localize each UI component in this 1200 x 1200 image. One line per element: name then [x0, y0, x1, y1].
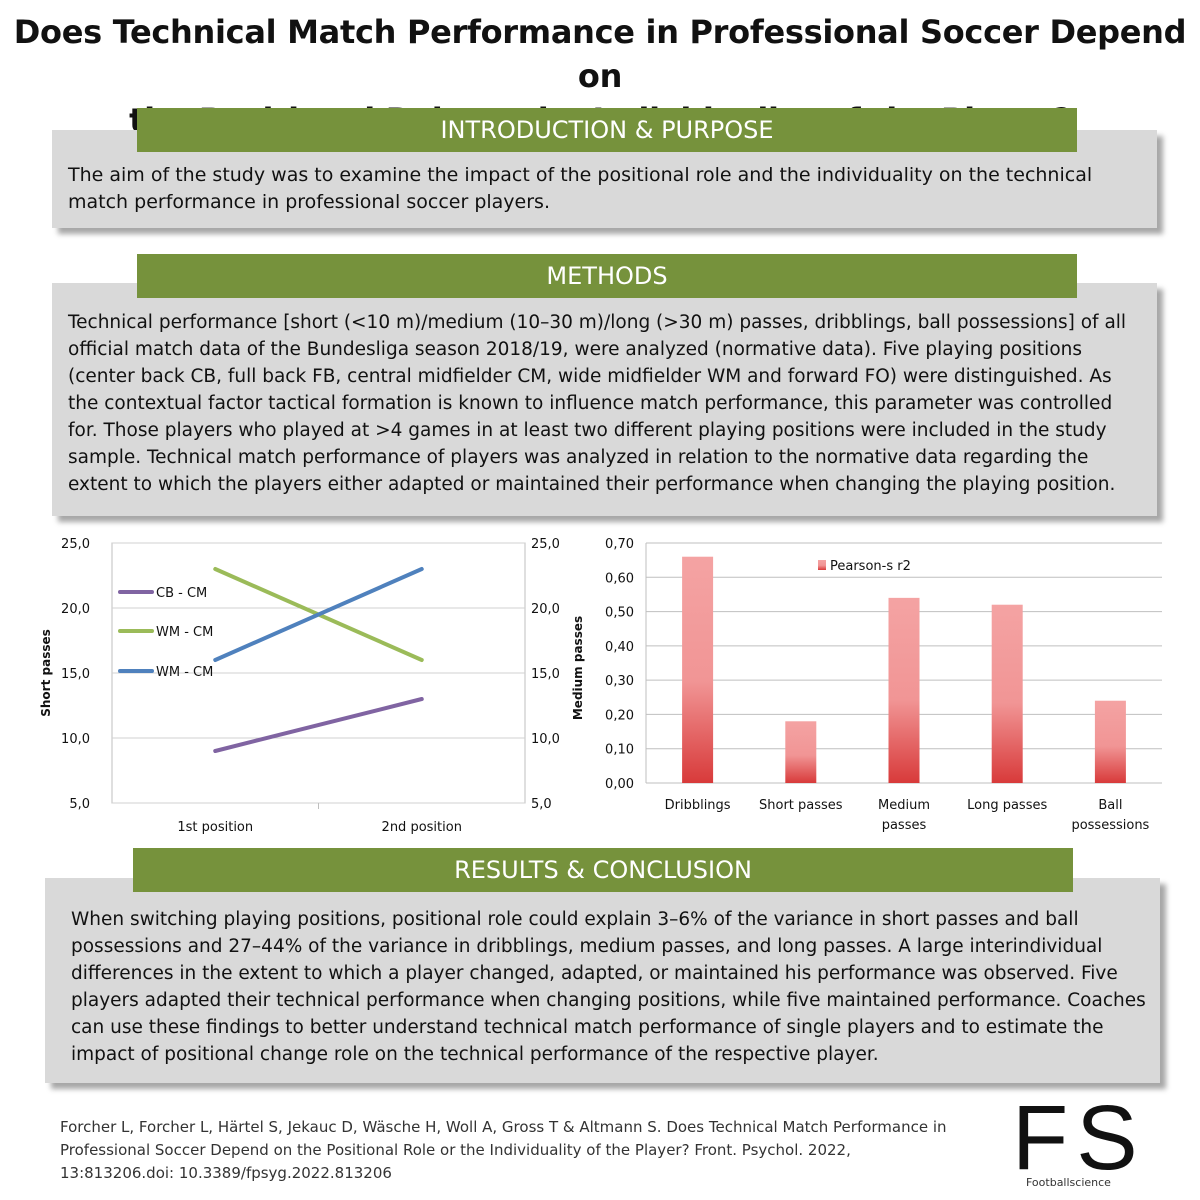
title-line-1: Does Technical Match Performance in Prof…	[13, 13, 1187, 95]
y2-tick-label: 10,0	[531, 732, 560, 747]
y2-tick-label: 25,0	[531, 537, 560, 552]
legend-label: WM - CM	[156, 625, 213, 640]
x-tick-label: Medium	[878, 798, 930, 813]
y-tick-label: 10,0	[61, 732, 90, 747]
methods-text: Technical performance [short (<10 m)/med…	[68, 312, 1127, 495]
logo-mark: FS	[1012, 1087, 1146, 1189]
y2-axis-title: Medium passes	[571, 616, 585, 720]
y-tick-label: 5,0	[69, 797, 90, 812]
line-chart-svg: 5,0 10,0 15,0 20,0 25,0 5,0 10,0 15,0 20,0 25,0 1s…	[39, 537, 585, 835]
bar	[888, 597, 920, 783]
x-tick-label: Short passes	[759, 798, 843, 813]
x-tick-label: Ball	[1098, 798, 1122, 813]
series-line	[213, 567, 424, 662]
footballscience-logo: FS Footballscience	[1012, 1092, 1162, 1194]
series-line	[213, 697, 424, 753]
x-tick-label: Dribblings	[665, 798, 731, 813]
bar-chart-svg: 0,00 0,10 0,20 0,30 0,40 0,50 0,60 0,70 Dribblin…	[605, 537, 1162, 833]
y-tick-label: 25,0	[61, 537, 90, 552]
bar-chart: 0,00 0,10 0,20 0,30 0,40 0,50 0,60 0,70 Dribblin…	[590, 528, 1180, 838]
introduction-text: The aim of the study was to examine the …	[68, 164, 1093, 213]
y-tick-label: 0,00	[605, 777, 634, 792]
x-tick-label: passes	[882, 818, 927, 833]
results-box: When switching playing positions, positi…	[45, 878, 1160, 1083]
line-chart: 5,0 10,0 15,0 20,0 25,0 5,0 10,0 15,0 20,0 25,0 1s…	[20, 528, 590, 838]
y-tick-label: 0,50	[605, 606, 634, 621]
y-tick-label: 0,70	[605, 537, 634, 552]
x-tick-label: possessions	[1071, 818, 1149, 833]
y-axis-title: Short passes	[39, 629, 53, 717]
bar	[991, 604, 1023, 783]
bar	[1094, 700, 1126, 783]
introduction-heading: INTRODUCTION & PURPOSE	[137, 108, 1077, 152]
y-tick-label: 0,40	[605, 640, 634, 655]
y2-tick-label: 5,0	[531, 797, 552, 812]
x-tick-label: 1st position	[177, 820, 253, 835]
results-heading: RESULTS & CONCLUSION	[133, 848, 1073, 892]
y-tick-label: 0,10	[605, 743, 634, 758]
logo-text: Footballscience	[1026, 1176, 1111, 1189]
y-tick-label: 0,30	[605, 674, 634, 689]
y-tick-label: 0,60	[605, 571, 634, 586]
y2-tick-label: 15,0	[531, 667, 560, 682]
y2-tick-label: 20,0	[531, 602, 560, 617]
y-tick-label: 20,0	[61, 602, 90, 617]
results-text: When switching playing positions, positi…	[71, 909, 1146, 1065]
bar	[682, 556, 714, 783]
x-tick-label: Long passes	[967, 798, 1047, 813]
methods-box: Technical performance [short (<10 m)/med…	[52, 283, 1157, 516]
x-tick-label: 2nd position	[382, 820, 462, 835]
y-tick-label: 15,0	[61, 667, 90, 682]
methods-heading: METHODS	[137, 254, 1077, 298]
citation: Forcher L, Forcher L, Härtel S, Jekauc D…	[60, 1118, 947, 1182]
legend-swatch	[818, 560, 826, 570]
legend-label: Pearson-s r2	[830, 559, 911, 574]
bar	[785, 721, 817, 783]
legend-label: WM - CM	[156, 665, 213, 680]
y-tick-label: 0,20	[605, 708, 634, 723]
legend-label: CB - CM	[156, 586, 207, 601]
